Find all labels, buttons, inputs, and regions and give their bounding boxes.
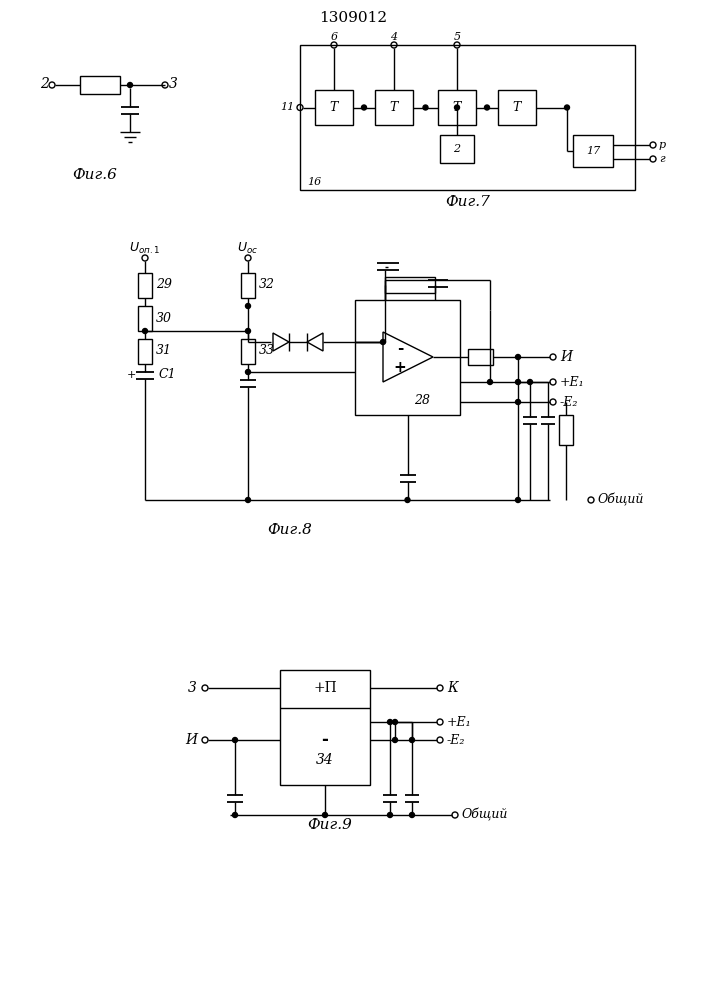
Text: 17: 17 <box>586 146 600 156</box>
Text: 3: 3 <box>168 77 177 91</box>
Text: $U_{оп.1}$: $U_{оп.1}$ <box>129 240 160 256</box>
Circle shape <box>127 83 132 88</box>
Circle shape <box>405 497 410 502</box>
Circle shape <box>361 105 366 110</box>
Circle shape <box>387 812 392 818</box>
Text: Фиг.7: Фиг.7 <box>445 195 490 209</box>
Text: 30: 30 <box>156 312 172 324</box>
Circle shape <box>564 105 570 110</box>
Circle shape <box>143 328 148 334</box>
Circle shape <box>515 497 520 502</box>
Text: 34: 34 <box>316 753 334 767</box>
Text: Т: Т <box>513 101 521 114</box>
Circle shape <box>527 379 532 384</box>
Circle shape <box>515 355 520 360</box>
Circle shape <box>409 738 414 742</box>
Text: Фиг.9: Фиг.9 <box>308 818 352 832</box>
Text: +E₁: +E₁ <box>447 716 472 728</box>
Text: 31: 31 <box>156 344 172 358</box>
Circle shape <box>515 379 520 384</box>
Circle shape <box>488 379 493 384</box>
Bar <box>138 339 152 364</box>
Circle shape <box>233 812 238 818</box>
Bar <box>80 76 120 94</box>
Text: C1: C1 <box>159 368 177 381</box>
Circle shape <box>245 369 250 374</box>
Circle shape <box>392 720 397 724</box>
Bar <box>241 339 255 364</box>
Text: 4: 4 <box>390 32 397 42</box>
Text: К: К <box>447 681 457 695</box>
Text: -E₂: -E₂ <box>560 395 578 408</box>
Bar <box>241 273 255 298</box>
Text: 16: 16 <box>307 177 321 187</box>
Circle shape <box>484 105 489 110</box>
Text: 29: 29 <box>156 278 172 292</box>
Text: Т: Т <box>329 101 338 114</box>
Circle shape <box>245 497 250 502</box>
Bar <box>440 135 474 163</box>
Text: 2: 2 <box>453 144 460 154</box>
Circle shape <box>380 340 385 344</box>
Text: 2: 2 <box>40 77 49 91</box>
Bar <box>375 90 413 125</box>
Bar <box>559 415 573 445</box>
Circle shape <box>409 812 414 818</box>
Circle shape <box>392 738 397 742</box>
Circle shape <box>423 105 428 110</box>
Text: 5: 5 <box>453 32 460 42</box>
Text: -E₂: -E₂ <box>447 734 465 746</box>
Circle shape <box>515 399 520 404</box>
Text: 6: 6 <box>330 32 337 42</box>
Bar <box>498 90 536 125</box>
Text: +: + <box>127 370 136 380</box>
Text: -: - <box>322 731 329 749</box>
Bar <box>573 135 613 167</box>
Bar <box>138 273 152 298</box>
Bar <box>468 349 493 365</box>
Text: р: р <box>659 140 666 150</box>
Bar <box>385 277 435 293</box>
Bar <box>138 306 152 331</box>
Bar <box>355 300 460 415</box>
Text: Общий: Общий <box>598 493 644 507</box>
Circle shape <box>322 812 327 818</box>
Text: г: г <box>659 154 665 164</box>
Text: 28: 28 <box>414 393 431 406</box>
Text: 3: 3 <box>188 681 197 695</box>
Circle shape <box>233 738 238 742</box>
Text: Фиг.8: Фиг.8 <box>267 523 312 537</box>
Text: +П: +П <box>313 681 337 695</box>
Bar <box>280 670 370 785</box>
Circle shape <box>245 304 250 308</box>
Bar <box>315 90 353 125</box>
Text: 1309012: 1309012 <box>319 11 387 25</box>
Text: 11: 11 <box>280 103 294 112</box>
Text: +E₁: +E₁ <box>560 375 585 388</box>
Text: +: + <box>394 360 407 375</box>
Text: Т: Т <box>390 101 398 114</box>
Text: 32: 32 <box>259 278 275 292</box>
Text: Т: Т <box>452 101 461 114</box>
Text: И: И <box>560 350 572 364</box>
Circle shape <box>245 328 250 334</box>
Text: И: И <box>185 733 197 747</box>
Circle shape <box>387 720 392 724</box>
Bar <box>300 45 635 190</box>
Circle shape <box>455 105 460 110</box>
Text: Фиг.6: Фиг.6 <box>73 168 117 182</box>
Text: Общий: Общий <box>462 808 508 822</box>
Bar <box>438 90 476 125</box>
Text: -: - <box>397 340 403 356</box>
Text: $U_{oc}$: $U_{oc}$ <box>238 240 259 256</box>
Text: 33: 33 <box>259 344 275 358</box>
